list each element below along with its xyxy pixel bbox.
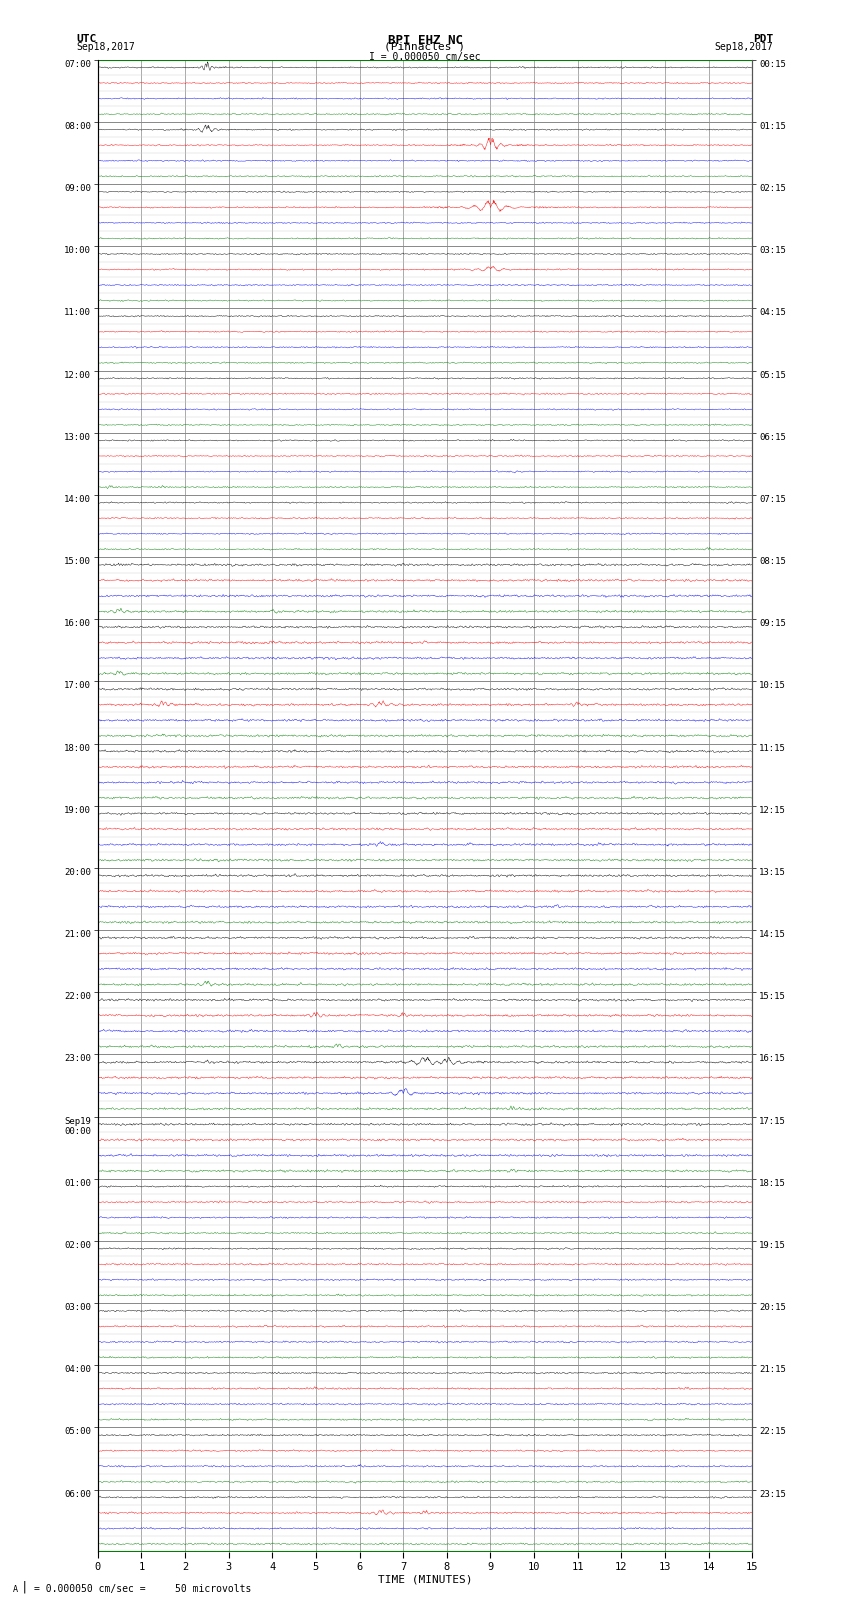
Text: Sep18,2017: Sep18,2017 <box>76 42 135 52</box>
Text: = 0.000050 cm/sec =     50 microvolts: = 0.000050 cm/sec = 50 microvolts <box>34 1584 252 1594</box>
Text: UTC: UTC <box>76 34 97 44</box>
Text: BPI EHZ NC: BPI EHZ NC <box>388 34 462 47</box>
X-axis label: TIME (MINUTES): TIME (MINUTES) <box>377 1574 473 1586</box>
Text: I = 0.000050 cm/sec: I = 0.000050 cm/sec <box>369 52 481 61</box>
Text: A: A <box>13 1584 18 1594</box>
Text: Sep18,2017: Sep18,2017 <box>715 42 774 52</box>
Text: (Pinnacles ): (Pinnacles ) <box>384 42 466 52</box>
Text: |: | <box>21 1581 37 1594</box>
Text: PDT: PDT <box>753 34 774 44</box>
